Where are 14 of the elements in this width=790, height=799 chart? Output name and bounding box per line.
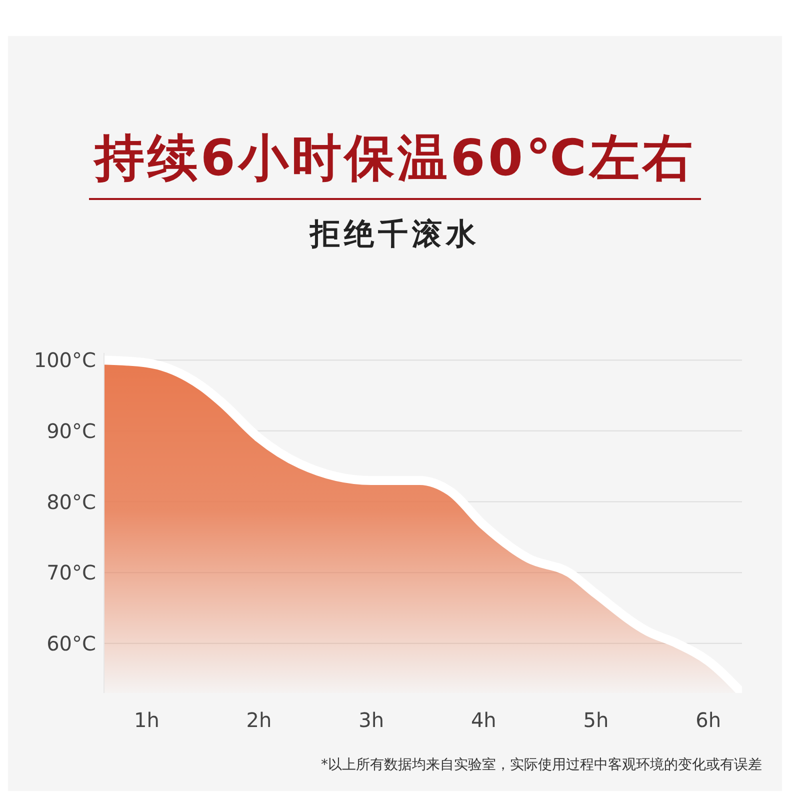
chart-subtitle: 拒绝千滚水 xyxy=(308,216,481,254)
y-tick-label: 100°C xyxy=(34,348,96,372)
x-tick-label: 1h xyxy=(134,708,160,732)
x-tick-label: 3h xyxy=(358,708,384,732)
text: *以上所有数据均来自实验室，实际使用过程中客观环境的变化或有误差 xyxy=(320,756,762,774)
chart-title: 持续6小时保温60℃左右 xyxy=(92,128,696,188)
x-tick-label: 2h xyxy=(246,708,272,732)
x-tick-label: 5h xyxy=(583,708,609,732)
x-tick-label: 4h xyxy=(470,708,496,732)
y-tick-label: 90°C xyxy=(46,419,96,444)
y-tick-label: 70°C xyxy=(46,560,96,585)
y-tick-label: 60°C xyxy=(46,632,96,656)
x-tick-label: 6h xyxy=(696,708,722,732)
y-tick-label: 80°C xyxy=(46,490,96,514)
